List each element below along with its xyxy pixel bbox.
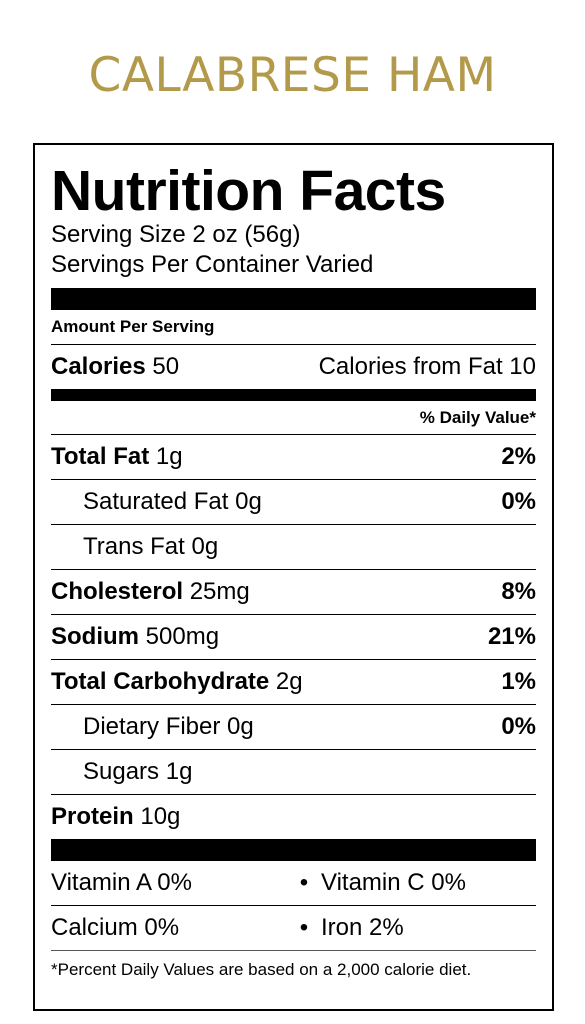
nutrient-name-amount: Sugars 1g xyxy=(83,758,192,786)
nutrient-row: Total Fat 1g 2% xyxy=(51,435,536,479)
nutrient-amount: 25mg xyxy=(189,578,250,605)
divider xyxy=(51,524,536,525)
nutrient-amount: 0g xyxy=(227,713,254,740)
nutrient-name-amount: Trans Fat 0g xyxy=(83,533,218,561)
vitamin-row: Vitamin A 0% • Vitamin C 0% xyxy=(51,861,536,905)
vitamin-left: Calcium 0% xyxy=(51,914,180,941)
nutrition-label: Nutrition Facts Serving Size 2 oz (56g) … xyxy=(33,143,554,1011)
serving-size: Serving Size 2 oz (56g) xyxy=(51,221,301,248)
nutrient-row: Dietary Fiber 0g 0% xyxy=(51,705,536,749)
nutrient-name-amount: Saturated Fat 0g xyxy=(83,488,262,516)
nutrient-daily-value: 1% xyxy=(501,668,536,695)
nutrient-name-amount: Total Fat 1g xyxy=(51,443,183,471)
nutrient-rows: Total Fat 1g 2% Saturated Fat 0g 0% Trans Fa… xyxy=(51,434,536,839)
nutrient-daily-value: 21% xyxy=(487,623,536,650)
nutrient-label: Total Carbohydrate xyxy=(51,668,270,695)
nutrient-name-amount: Total Carbohydrate 2g xyxy=(51,668,303,696)
divider xyxy=(51,659,536,660)
divider xyxy=(51,950,536,951)
nutrition-facts-title: Nutrition Facts xyxy=(51,159,446,223)
nutrient-label: Saturated Fat xyxy=(83,488,229,515)
nutrient-label: Sugars xyxy=(83,758,160,785)
bullet: • xyxy=(299,914,309,941)
nutrient-amount: 1g xyxy=(155,443,183,470)
nutrient-label: Total Fat xyxy=(51,443,150,470)
daily-value-header: % Daily Value* xyxy=(419,408,536,427)
nutrient-amount: 0g xyxy=(235,488,262,515)
calories-cell: Calories 50 xyxy=(51,353,179,381)
nutrient-label: Trans Fat xyxy=(83,533,185,560)
thick-divider xyxy=(51,288,536,310)
nutrient-label: Cholesterol xyxy=(51,578,184,605)
divider xyxy=(51,344,536,345)
medium-divider xyxy=(51,389,536,401)
vitamin-right: Vitamin C 0% xyxy=(321,869,466,896)
vitamin-left: Vitamin A 0% xyxy=(51,869,192,896)
amount-per-serving: Amount Per Serving xyxy=(51,317,215,336)
vitamin-right: Iron 2% xyxy=(321,914,404,941)
nutrient-row: Cholesterol 25mg 8% xyxy=(51,570,536,614)
nutrient-label: Dietary Fiber xyxy=(83,713,221,740)
divider xyxy=(51,794,536,795)
footnote: *Percent Daily Values are based on a 2,0… xyxy=(51,960,472,979)
nutrient-amount: 500mg xyxy=(145,623,220,650)
bullet: • xyxy=(299,869,309,896)
nutrient-name-amount: Cholesterol 25mg xyxy=(51,578,250,606)
divider xyxy=(51,704,536,705)
product-title: CALABRESE HAM xyxy=(88,48,497,103)
nutrient-daily-value: 8% xyxy=(501,578,536,605)
divider xyxy=(51,905,536,906)
nutrient-daily-value: 0% xyxy=(501,488,536,515)
nutrient-row: Protein 10g xyxy=(51,795,536,839)
nutrient-amount: 10g xyxy=(140,803,181,830)
nutrient-label: Protein xyxy=(51,803,134,830)
servings-per-container: Servings Per Container Varied xyxy=(51,251,374,278)
nutrient-row: Sodium 500mg 21% xyxy=(51,615,536,659)
nutrient-row: Trans Fat 0g xyxy=(51,525,536,569)
nutrient-name-amount: Dietary Fiber 0g xyxy=(83,713,254,741)
nutrient-amount: 0g xyxy=(191,533,219,560)
nutrient-row: Total Carbohydrate 2g 1% xyxy=(51,660,536,704)
nutrient-row: Sugars 1g xyxy=(51,750,536,794)
divider xyxy=(51,614,536,615)
nutrient-name-amount: Sodium 500mg xyxy=(51,623,219,651)
thick-divider-bottom xyxy=(51,839,536,861)
calories-row: Calories 50 Calories from Fat 10 xyxy=(51,345,536,389)
nutrient-daily-value: 2% xyxy=(501,443,536,470)
nutrient-amount: 2g xyxy=(275,668,303,695)
nutrient-amount: 1g xyxy=(165,758,193,785)
calories-from-fat: Calories from Fat 10 xyxy=(318,353,536,380)
nutrient-daily-value: 0% xyxy=(501,713,536,740)
calories-value: 50 xyxy=(152,353,180,380)
nutrient-label: Sodium xyxy=(51,623,139,650)
vitamin-row: Calcium 0% • Iron 2% xyxy=(51,906,536,950)
vitamin-rows: Vitamin A 0% • Vitamin C 0% Calcium 0% • Iron… xyxy=(51,861,536,950)
nutrient-name-amount: Protein 10g xyxy=(51,803,180,831)
divider xyxy=(51,749,536,750)
divider xyxy=(51,434,536,435)
divider xyxy=(51,569,536,570)
calories-label: Calories xyxy=(51,353,146,380)
divider xyxy=(51,479,536,480)
nutrient-row: Saturated Fat 0g 0% xyxy=(51,480,536,524)
